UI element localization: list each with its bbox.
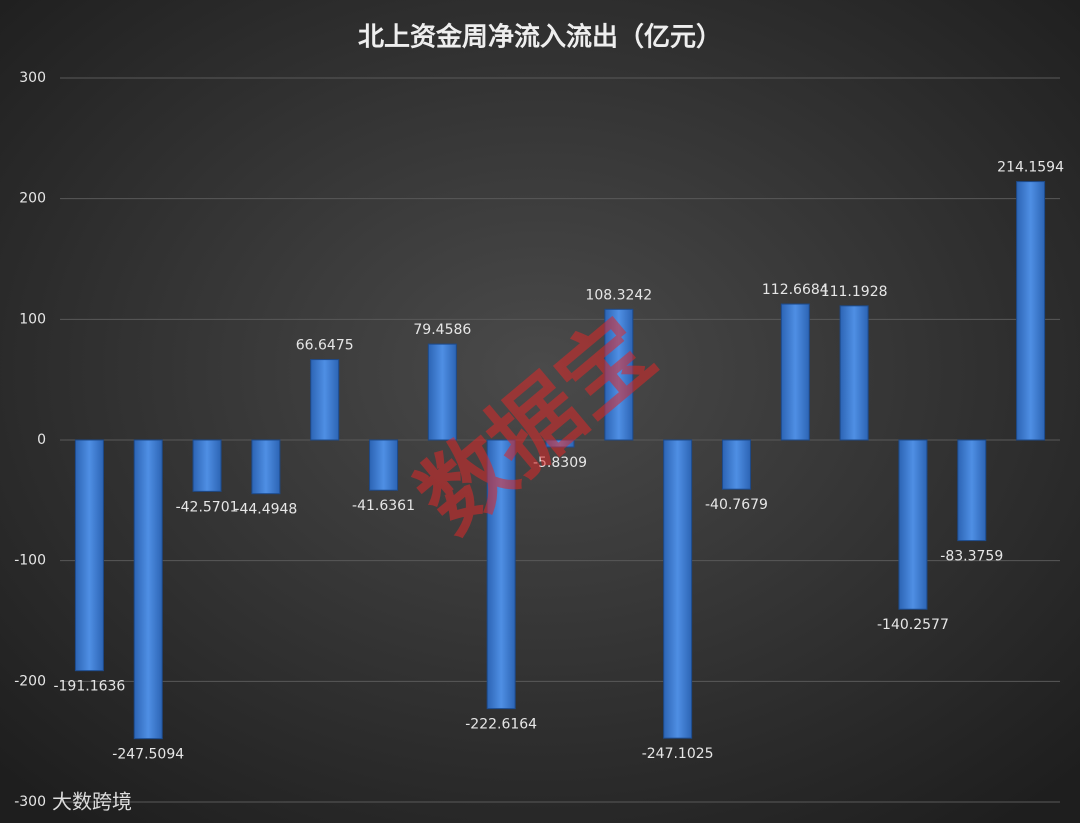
bar bbox=[1016, 181, 1046, 441]
bar bbox=[133, 439, 163, 740]
data-label: -40.7679 bbox=[705, 497, 768, 513]
bar bbox=[192, 439, 222, 492]
y-tick-label: 300 bbox=[19, 70, 46, 86]
bar bbox=[545, 439, 575, 448]
y-tick-label: -100 bbox=[14, 553, 46, 569]
bar bbox=[780, 303, 810, 441]
y-tick-label: 0 bbox=[37, 432, 46, 448]
y-tick-label: 200 bbox=[19, 191, 46, 207]
data-label: 79.4586 bbox=[413, 322, 471, 338]
data-label: -247.1025 bbox=[642, 746, 714, 762]
data-label: -83.3759 bbox=[940, 549, 1003, 565]
source-logo: 大数跨境 bbox=[52, 790, 132, 814]
data-label: -42.5701 bbox=[176, 499, 239, 515]
bar bbox=[898, 439, 928, 610]
data-label: -140.2577 bbox=[877, 617, 949, 633]
bar bbox=[839, 305, 869, 441]
bar bbox=[310, 359, 340, 441]
bar bbox=[957, 439, 987, 542]
bar bbox=[486, 439, 516, 710]
data-label: 214.1594 bbox=[997, 160, 1064, 176]
bar bbox=[251, 439, 281, 495]
data-label: 66.6475 bbox=[296, 338, 354, 354]
chart-title: 北上资金周净流入流出（亿元） bbox=[358, 22, 722, 53]
bar bbox=[721, 439, 751, 490]
data-label: -222.6164 bbox=[465, 717, 537, 733]
bar bbox=[369, 439, 399, 491]
data-label: -191.1636 bbox=[53, 679, 125, 695]
data-label: 112.6684 bbox=[762, 282, 829, 298]
data-label: -5.8309 bbox=[533, 455, 587, 471]
data-label: -247.5094 bbox=[112, 747, 184, 763]
y-tick-label: -300 bbox=[14, 794, 46, 810]
data-label: -41.6361 bbox=[352, 498, 415, 514]
bar bbox=[663, 439, 693, 739]
y-tick-label: -200 bbox=[14, 673, 46, 689]
data-label: 111.1928 bbox=[821, 284, 888, 300]
bar bbox=[427, 343, 457, 441]
plot: -300 -200 -100 0 100 200 300 -191.1636 -247.5094… bbox=[14, 70, 1064, 810]
data-label: 108.3242 bbox=[585, 287, 652, 303]
y-tick-label: 100 bbox=[19, 311, 46, 327]
bar bbox=[74, 439, 104, 672]
bar bbox=[604, 308, 634, 441]
data-label: -44.4948 bbox=[234, 502, 297, 518]
